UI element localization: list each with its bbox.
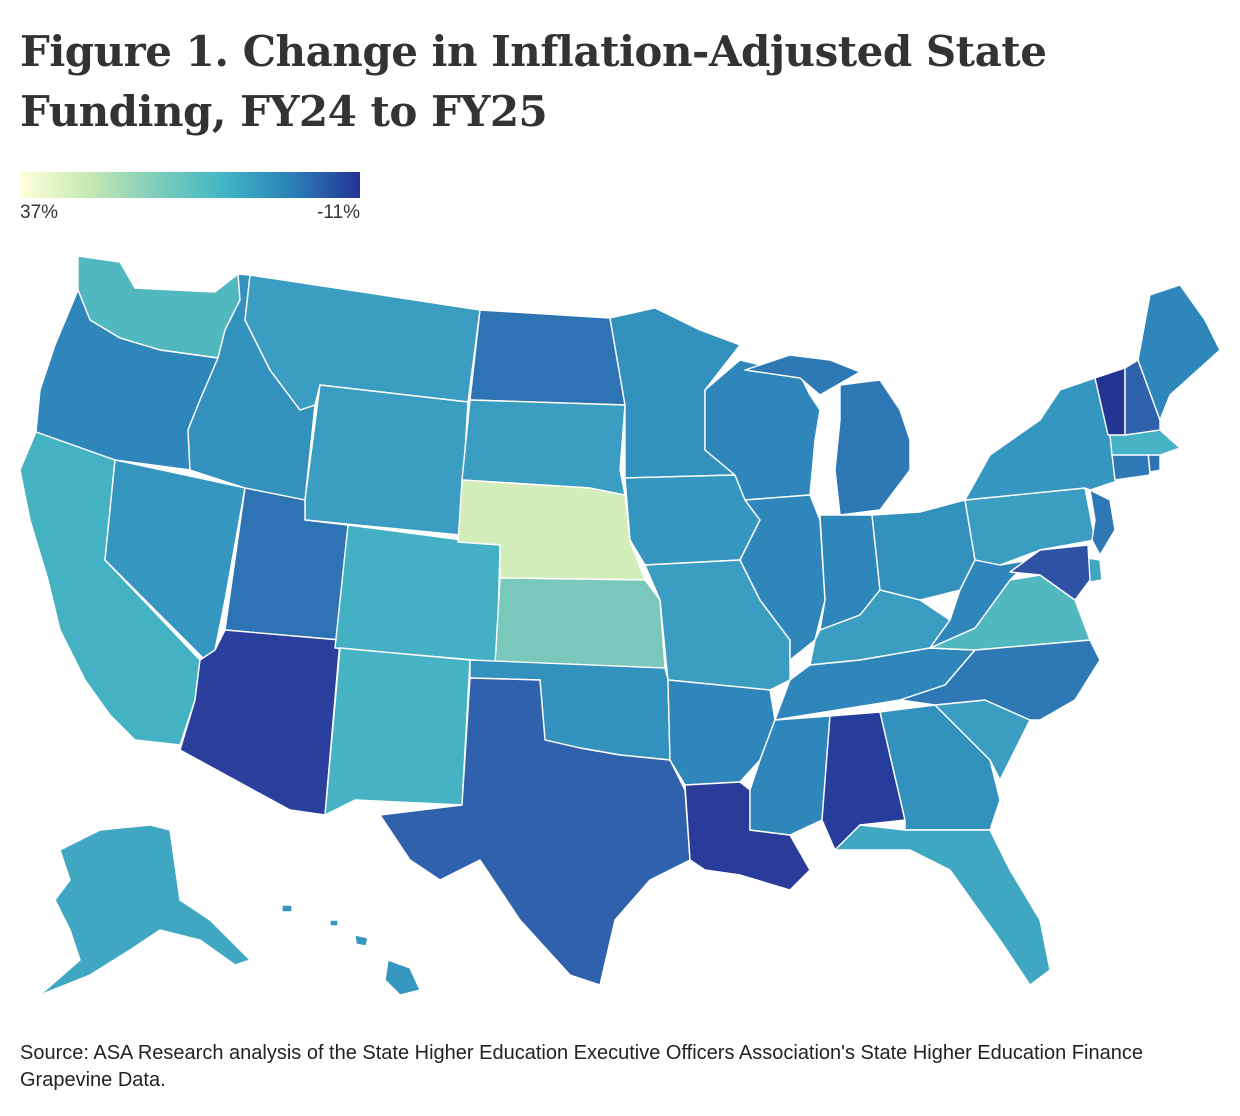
state-mi-upper[interactable] [744,354,861,396]
legend-gradient-bar [20,172,360,198]
color-legend: 37% -11% [20,172,360,223]
figure-title: Figure 1. Change in Inflation-Adjusted S… [20,27,1047,136]
state-fl[interactable] [834,824,1051,986]
us-choropleth-map [19,255,1221,996]
state-ak[interactable] [39,824,251,996]
state-ks[interactable] [494,577,666,669]
state-hi-island [281,904,293,913]
legend-max-label: -11% [317,202,360,223]
state-az[interactable] [179,629,341,816]
state-co[interactable] [334,524,501,663]
state-hi-island [329,919,339,927]
state-ny[interactable] [964,377,1121,501]
source-note: Source: ASA Research analysis of the Sta… [20,1042,1143,1091]
state-nc[interactable] [899,639,1101,721]
state-wy[interactable] [304,384,469,536]
state-nm[interactable] [324,647,471,816]
state-il[interactable] [739,494,826,661]
state-mi[interactable] [834,379,911,516]
legend-min-label: 37% [20,202,59,223]
state-sd[interactable] [461,399,626,496]
state-la[interactable] [684,781,811,891]
state-me[interactable] [1137,284,1221,421]
state-ct[interactable] [1111,451,1151,481]
state-nd[interactable] [469,309,626,406]
state-tx[interactable] [379,677,691,986]
state-oh[interactable] [871,499,976,601]
state-hi-island [354,934,369,947]
state-hi[interactable] [384,959,421,996]
state-nh[interactable] [1124,359,1161,436]
state-nj[interactable] [1089,489,1116,556]
state-md[interactable] [1009,544,1091,601]
state-ar[interactable] [667,679,776,786]
